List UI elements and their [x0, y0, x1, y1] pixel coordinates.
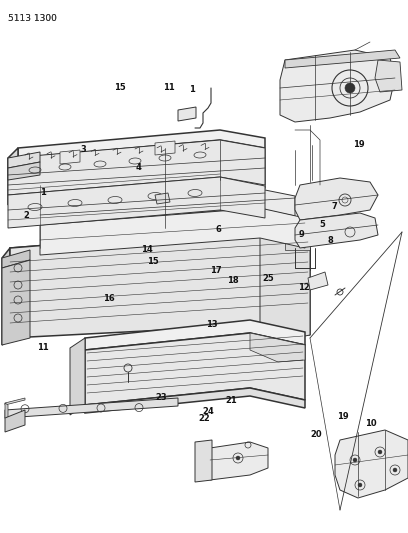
Circle shape: [378, 450, 382, 454]
Text: 5: 5: [319, 221, 325, 229]
Text: 7: 7: [332, 203, 337, 211]
Polygon shape: [335, 430, 408, 498]
Polygon shape: [155, 141, 175, 155]
Text: 14: 14: [141, 245, 153, 254]
Polygon shape: [5, 403, 8, 420]
Circle shape: [236, 456, 240, 460]
Text: 16: 16: [103, 294, 115, 303]
Polygon shape: [18, 130, 265, 158]
Text: 21: 21: [226, 397, 237, 405]
Polygon shape: [5, 398, 25, 405]
Text: 11: 11: [164, 84, 175, 92]
Text: 25: 25: [263, 274, 274, 282]
Text: 10: 10: [366, 419, 377, 428]
Polygon shape: [295, 178, 378, 220]
Polygon shape: [70, 338, 85, 415]
Polygon shape: [5, 398, 178, 418]
Polygon shape: [85, 333, 305, 405]
Text: 15: 15: [115, 84, 126, 92]
Polygon shape: [10, 228, 310, 338]
Text: 1: 1: [40, 189, 46, 197]
Circle shape: [393, 468, 397, 472]
Polygon shape: [2, 248, 10, 345]
Polygon shape: [40, 188, 295, 225]
Polygon shape: [285, 50, 400, 68]
Text: 12: 12: [298, 284, 310, 292]
Text: 5113 1300: 5113 1300: [8, 14, 57, 23]
Polygon shape: [178, 107, 196, 121]
Polygon shape: [60, 150, 80, 164]
Text: 8: 8: [328, 237, 333, 245]
Text: 5113 1300: 5113 1300: [8, 14, 57, 23]
Circle shape: [345, 83, 355, 93]
Circle shape: [353, 458, 357, 462]
Text: 18: 18: [227, 277, 238, 285]
Text: 23: 23: [155, 393, 167, 401]
Text: 3: 3: [81, 145, 86, 154]
Polygon shape: [295, 213, 378, 248]
Text: 15: 15: [147, 257, 159, 265]
Text: 9: 9: [299, 230, 305, 239]
Polygon shape: [40, 208, 305, 255]
Polygon shape: [170, 208, 183, 220]
Polygon shape: [210, 442, 268, 480]
Polygon shape: [5, 410, 25, 432]
Polygon shape: [8, 152, 40, 168]
Polygon shape: [8, 177, 265, 228]
Polygon shape: [10, 228, 310, 258]
Polygon shape: [85, 320, 305, 350]
Text: 22: 22: [198, 414, 210, 423]
Text: 4: 4: [136, 164, 142, 172]
Polygon shape: [285, 238, 310, 250]
Text: 6: 6: [215, 225, 221, 233]
Polygon shape: [375, 60, 402, 92]
Polygon shape: [195, 440, 212, 482]
Polygon shape: [8, 140, 265, 195]
Polygon shape: [280, 50, 395, 122]
Text: 19: 19: [353, 141, 365, 149]
Text: 11: 11: [37, 343, 49, 352]
Text: 13: 13: [206, 320, 218, 328]
Polygon shape: [155, 193, 170, 204]
Polygon shape: [85, 388, 305, 413]
Text: 2: 2: [24, 212, 29, 220]
Text: 1: 1: [189, 85, 195, 94]
Polygon shape: [2, 250, 30, 268]
Polygon shape: [260, 228, 310, 340]
Text: 24: 24: [202, 407, 214, 416]
Text: 19: 19: [337, 413, 348, 421]
Polygon shape: [308, 272, 328, 290]
Polygon shape: [2, 260, 30, 345]
Text: 17: 17: [211, 266, 222, 275]
Circle shape: [358, 483, 362, 487]
Polygon shape: [250, 333, 305, 362]
Text: 20: 20: [310, 430, 322, 439]
Polygon shape: [8, 148, 18, 205]
Polygon shape: [8, 162, 40, 180]
